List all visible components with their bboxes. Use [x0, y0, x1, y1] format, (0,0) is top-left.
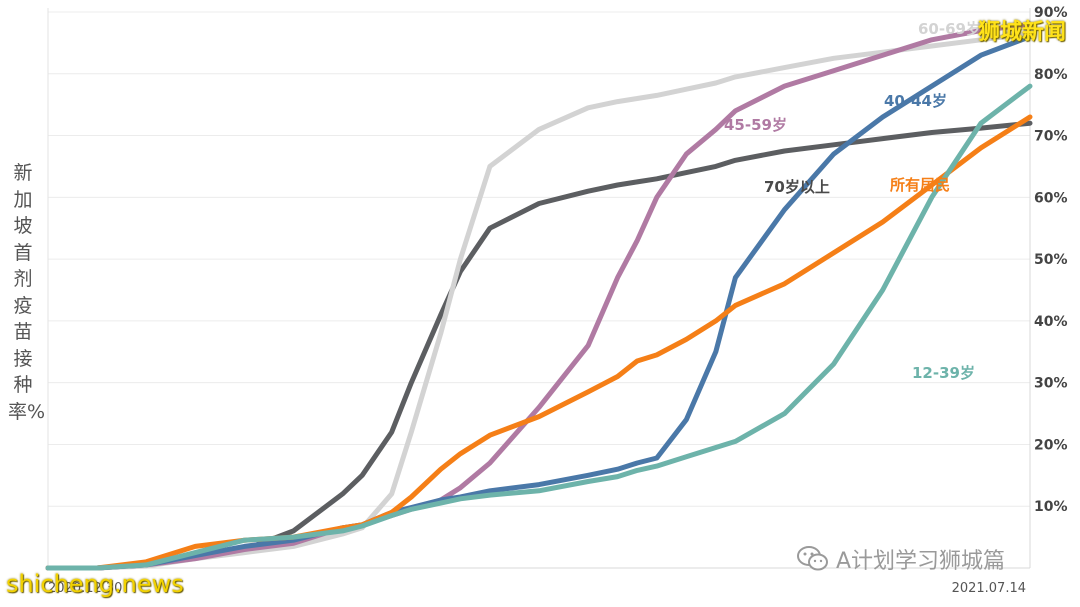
annotation-label-4: 所有居民	[890, 176, 950, 194]
series-line-5	[45, 83, 1033, 571]
gridlines	[48, 11, 1030, 507]
x-axis-end-label: 2021.07.14	[952, 581, 1026, 596]
y-tick-label-40: 40%	[1034, 314, 1068, 330]
annotation-label-2: 40-44岁	[884, 92, 947, 110]
y-axis-title: 新加坡首剂疫苗接种率%	[8, 162, 46, 423]
y-tick-label-90: 90%	[1034, 5, 1068, 21]
plot-area: 10% 20% 30% 40% 50% 60% 70% 80% 90% 60-69岁 45-59岁…	[45, 5, 1068, 596]
y-tick-label-20: 20%	[1034, 437, 1068, 453]
y-tick-label-10: 10%	[1034, 499, 1068, 515]
y-tick-label-80: 80%	[1034, 67, 1068, 83]
y-tick-labels: 10% 20% 30% 40% 50% 60% 70% 80% 90%	[1034, 5, 1068, 515]
y-tick-label-50: 50%	[1034, 252, 1068, 268]
y-tick-label-30: 30%	[1034, 376, 1068, 392]
series-annotations: 60-69岁 45-59岁 40-44岁 70岁以上 所有居民 12-39岁	[724, 20, 981, 382]
annotation-label-1: 45-59岁	[724, 116, 787, 134]
series-line-2	[45, 21, 1033, 571]
y-tick-label-70: 70%	[1034, 129, 1068, 145]
channel-name: A计划学习狮城篇	[836, 549, 1006, 574]
series-layer	[45, 21, 1033, 571]
y-tick-label-60: 60%	[1034, 190, 1068, 206]
wechat-channel-mark: A计划学习狮城篇	[796, 543, 1005, 575]
series-line-3	[45, 34, 1033, 571]
annotation-label-0: 60-69岁	[918, 20, 981, 38]
wechat-icon	[796, 545, 830, 573]
annotation-label-3: 70岁以上	[764, 178, 830, 196]
watermark-bottom-site: shicheng.news	[6, 570, 184, 598]
watermark-top-logo-text: 狮城新闻	[977, 20, 1066, 45]
x-axis-start-label: 2020.12.30	[48, 581, 122, 596]
series-line-1	[45, 31, 1033, 571]
annotation-label-5: 12-39岁	[912, 364, 975, 382]
